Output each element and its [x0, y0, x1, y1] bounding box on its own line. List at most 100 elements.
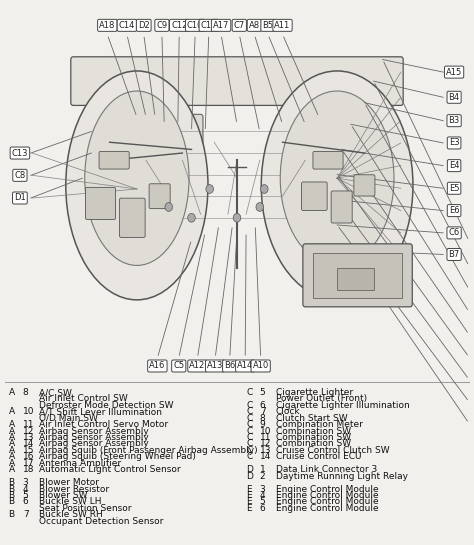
- Text: Airbag Sensor Assembly: Airbag Sensor Assembly: [39, 433, 149, 442]
- Text: B3: B3: [448, 116, 460, 125]
- Circle shape: [188, 214, 195, 222]
- Text: 6: 6: [23, 498, 28, 506]
- Text: 1: 1: [260, 465, 265, 474]
- Text: Air Inlet Control SW: Air Inlet Control SW: [39, 395, 128, 403]
- Text: A15: A15: [446, 68, 462, 77]
- Text: C: C: [246, 407, 253, 416]
- Text: Combination SW: Combination SW: [276, 427, 351, 435]
- Text: 10: 10: [23, 407, 34, 416]
- Circle shape: [165, 203, 173, 211]
- Text: A18: A18: [99, 21, 116, 30]
- Text: 11: 11: [23, 420, 34, 429]
- Text: 8: 8: [260, 414, 265, 423]
- Text: Buckle SW RH: Buckle SW RH: [39, 510, 102, 519]
- Text: E3: E3: [449, 138, 459, 148]
- Text: Airbag Sensor Assembly: Airbag Sensor Assembly: [39, 439, 149, 449]
- Text: A: A: [9, 439, 15, 449]
- Text: B: B: [9, 498, 15, 506]
- Text: 14: 14: [23, 439, 34, 449]
- Text: Clock: Clock: [276, 407, 301, 416]
- Text: C11: C11: [201, 21, 217, 30]
- Text: 3: 3: [23, 478, 28, 487]
- Text: C14: C14: [118, 21, 135, 30]
- Text: C5: C5: [173, 361, 184, 371]
- Text: A: A: [9, 388, 15, 397]
- Text: C9: C9: [156, 21, 167, 30]
- Text: C8: C8: [14, 171, 26, 180]
- Text: 11: 11: [260, 433, 271, 442]
- FancyBboxPatch shape: [99, 152, 129, 169]
- Text: C: C: [246, 414, 253, 423]
- Text: C: C: [246, 452, 253, 462]
- Text: C7: C7: [234, 21, 245, 30]
- Text: E: E: [246, 491, 252, 500]
- Text: 5: 5: [23, 491, 28, 500]
- Circle shape: [206, 185, 213, 193]
- Text: Blower Resistor: Blower Resistor: [39, 485, 109, 494]
- FancyBboxPatch shape: [313, 253, 402, 298]
- Text: Cigarette Lighter: Cigarette Lighter: [276, 388, 353, 397]
- Text: E: E: [246, 498, 252, 506]
- Text: 10: 10: [260, 427, 271, 435]
- Text: Blower Motor: Blower Motor: [39, 478, 99, 487]
- Text: Combination Meter: Combination Meter: [276, 420, 363, 429]
- Text: Buckle SW LH: Buckle SW LH: [39, 498, 101, 506]
- Text: Clutch Start SW: Clutch Start SW: [276, 414, 347, 423]
- Text: 12: 12: [260, 439, 271, 449]
- Text: E4: E4: [449, 161, 459, 170]
- FancyBboxPatch shape: [144, 114, 203, 163]
- Text: A8: A8: [249, 21, 260, 30]
- Ellipse shape: [261, 71, 413, 300]
- Text: C: C: [246, 401, 253, 410]
- Text: A: A: [9, 446, 15, 455]
- Text: E5: E5: [449, 184, 459, 193]
- Text: 15: 15: [23, 446, 34, 455]
- Text: Airbag Squib (Front Passenger Airbag Assembly): Airbag Squib (Front Passenger Airbag Ass…: [39, 446, 257, 455]
- FancyBboxPatch shape: [313, 152, 343, 169]
- Text: C: C: [246, 388, 253, 397]
- Text: 7: 7: [260, 407, 265, 416]
- Text: A/T Shift Lever Illumination: A/T Shift Lever Illumination: [39, 407, 162, 416]
- Text: 12: 12: [23, 427, 34, 435]
- Text: 5: 5: [260, 498, 265, 506]
- Text: Engine Control Module: Engine Control Module: [276, 504, 379, 513]
- Ellipse shape: [280, 91, 394, 265]
- Text: B: B: [9, 491, 15, 500]
- Text: 6: 6: [260, 504, 265, 513]
- Text: B: B: [9, 485, 15, 494]
- Text: 6: 6: [260, 401, 265, 410]
- Text: Cruise Control ECU: Cruise Control ECU: [276, 452, 361, 462]
- Text: A/C SW: A/C SW: [39, 388, 72, 397]
- Text: D1: D1: [14, 193, 26, 203]
- Text: B7: B7: [448, 250, 460, 259]
- FancyBboxPatch shape: [354, 175, 375, 196]
- Text: Engine Control Module: Engine Control Module: [276, 485, 379, 494]
- Text: C: C: [246, 446, 253, 455]
- Text: Cruise Control Clutch SW: Cruise Control Clutch SW: [276, 446, 390, 455]
- Text: 8: 8: [23, 388, 28, 397]
- Text: 16: 16: [23, 452, 34, 462]
- Text: D: D: [246, 465, 254, 474]
- Text: A16: A16: [149, 361, 165, 371]
- Text: Airbag Squib (Steering Wheel Pad): Airbag Squib (Steering Wheel Pad): [39, 452, 196, 462]
- Text: 17: 17: [23, 459, 34, 468]
- Text: 3: 3: [260, 485, 265, 494]
- Text: 13: 13: [260, 446, 271, 455]
- Text: A13: A13: [207, 361, 223, 371]
- FancyBboxPatch shape: [85, 187, 116, 220]
- FancyBboxPatch shape: [301, 182, 327, 210]
- Text: A12: A12: [189, 361, 206, 371]
- Text: A: A: [9, 452, 15, 462]
- Text: A: A: [9, 427, 15, 435]
- FancyBboxPatch shape: [71, 57, 403, 105]
- Text: Automatic Light Control Sensor: Automatic Light Control Sensor: [39, 465, 181, 474]
- Text: C: C: [246, 433, 253, 442]
- Text: A17: A17: [213, 21, 229, 30]
- Text: A11: A11: [274, 21, 291, 30]
- Text: 9: 9: [260, 420, 265, 429]
- Text: Occupant Detection Sensor: Occupant Detection Sensor: [39, 517, 163, 526]
- Text: Engine Control Module: Engine Control Module: [276, 491, 379, 500]
- Text: B: B: [9, 510, 15, 519]
- Circle shape: [256, 203, 264, 211]
- Text: C13: C13: [12, 149, 28, 158]
